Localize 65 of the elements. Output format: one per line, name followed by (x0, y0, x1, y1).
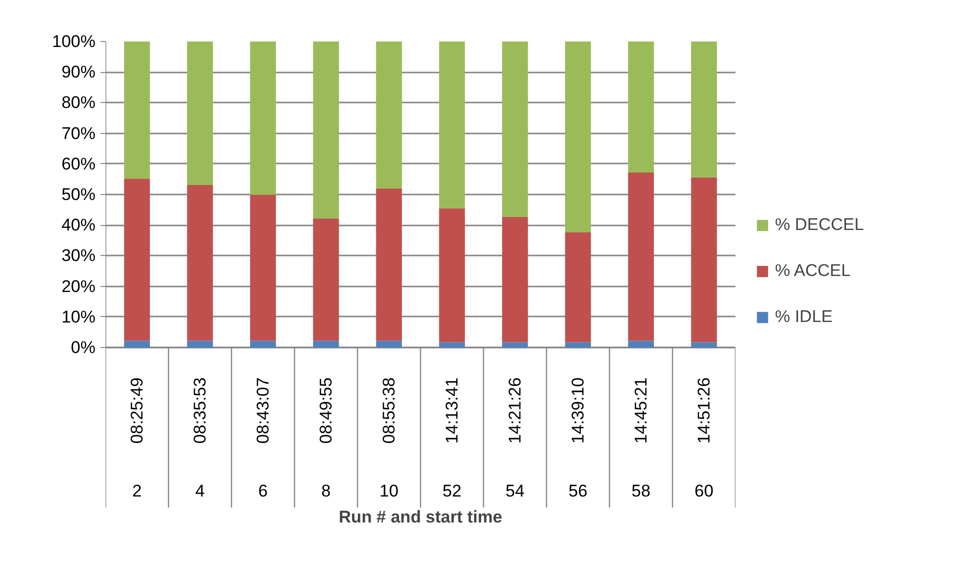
legend-label: % DECCEL (775, 215, 864, 235)
x-tick-label: 14:51:26 (694, 377, 714, 444)
y-tick-label: 0% (70, 338, 96, 357)
bar (691, 177, 717, 342)
bar (187, 42, 213, 186)
bar (250, 42, 276, 195)
y-tick-label: 30% (61, 246, 96, 266)
x-tick-label: 08:35:53 (190, 377, 210, 444)
y-tick-label: 60% (61, 154, 96, 174)
bar (124, 178, 150, 341)
bar (628, 340, 654, 348)
y-tick-label: 40% (61, 216, 96, 235)
text: 54 (506, 482, 524, 500)
x-tick-label: 14:45:21 (632, 377, 650, 444)
bar (376, 188, 402, 341)
x-tick-label: 08:55:38 (380, 377, 398, 444)
x-tick-label: 14:39:10 (568, 377, 588, 444)
bar (313, 340, 339, 348)
text: 2 (132, 482, 142, 500)
text: 4 (195, 482, 205, 500)
y-tick-label: 10% (61, 307, 96, 326)
bar (313, 42, 339, 218)
bar (187, 185, 213, 341)
text: 56 (568, 482, 588, 500)
bar (124, 42, 150, 179)
bar (313, 218, 339, 341)
bar (124, 340, 150, 348)
x-tick-label: 14:21:26 (506, 377, 524, 444)
x-tick-label: 08:25:49 (128, 377, 146, 444)
y-tick-label: 20% (61, 276, 96, 296)
y-tick-label: 50% (61, 185, 96, 204)
bar (502, 42, 528, 217)
bar (628, 42, 654, 172)
bar (376, 340, 402, 348)
text: 58 (632, 482, 650, 500)
bar (250, 194, 276, 341)
text: 60 (694, 482, 714, 500)
text: 8 (321, 482, 331, 500)
bar (691, 342, 717, 348)
bar (565, 232, 591, 342)
bar (565, 42, 591, 232)
text: 6 (258, 482, 268, 500)
bar (565, 342, 591, 348)
bar (691, 42, 717, 178)
text: 52 (442, 482, 462, 500)
bar (439, 208, 465, 342)
text: 10 (380, 482, 398, 500)
bar (502, 216, 528, 342)
y-tick-label: 100% (52, 32, 96, 51)
x-tick-label: 08:43:07 (254, 377, 272, 444)
x-tick-label: 08:49:55 (316, 377, 336, 444)
y-tick-label: 70% (61, 124, 96, 143)
bar (502, 342, 528, 348)
y-tick-label: 90% (61, 62, 96, 82)
bar (376, 42, 402, 188)
bar (439, 42, 465, 208)
bar (439, 342, 465, 348)
legend-label: % IDLE (775, 307, 833, 327)
legend-label: % ACCEL (775, 261, 851, 281)
bar (628, 172, 654, 341)
bar (250, 340, 276, 348)
y-tick-label: 80% (61, 93, 96, 112)
x-tick-label: 14:13:41 (442, 377, 462, 444)
x-axis-title: Run # and start time (338, 508, 502, 526)
bar (187, 340, 213, 348)
